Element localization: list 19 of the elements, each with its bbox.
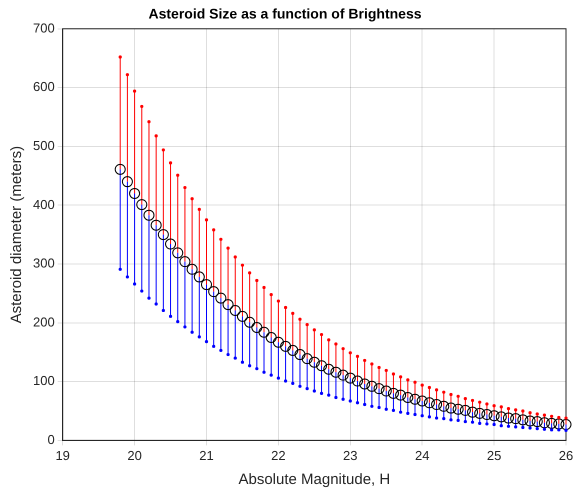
x-tick-label: 20 bbox=[127, 448, 142, 463]
y-tick-label: 400 bbox=[32, 196, 55, 212]
y-tick-label: 300 bbox=[32, 256, 55, 271]
y-tick-label: 200 bbox=[32, 314, 55, 330]
x-tick-label: 21 bbox=[199, 448, 214, 463]
y-tick-label: 100 bbox=[32, 373, 55, 388]
x-tick-label: 26 bbox=[558, 448, 574, 463]
y-tick-label: 600 bbox=[32, 79, 55, 94]
x-tick-label: 24 bbox=[414, 448, 430, 463]
x-tick-label: 25 bbox=[486, 448, 502, 463]
y-tick-label: 0 bbox=[47, 432, 55, 447]
x-axis-title: Absolute Magnitude, H bbox=[238, 471, 390, 488]
x-tick-label: 23 bbox=[343, 448, 358, 463]
x-tick-label: 19 bbox=[55, 448, 70, 463]
y-tick-label: 500 bbox=[32, 138, 55, 153]
chart-title: Asteroid Size as a function of Brightness bbox=[148, 5, 422, 22]
y-axis-title: Asteroid diameter (meters) bbox=[8, 146, 26, 324]
x-tick-label: 22 bbox=[271, 448, 286, 463]
y-tick-label: 700 bbox=[32, 20, 55, 36]
